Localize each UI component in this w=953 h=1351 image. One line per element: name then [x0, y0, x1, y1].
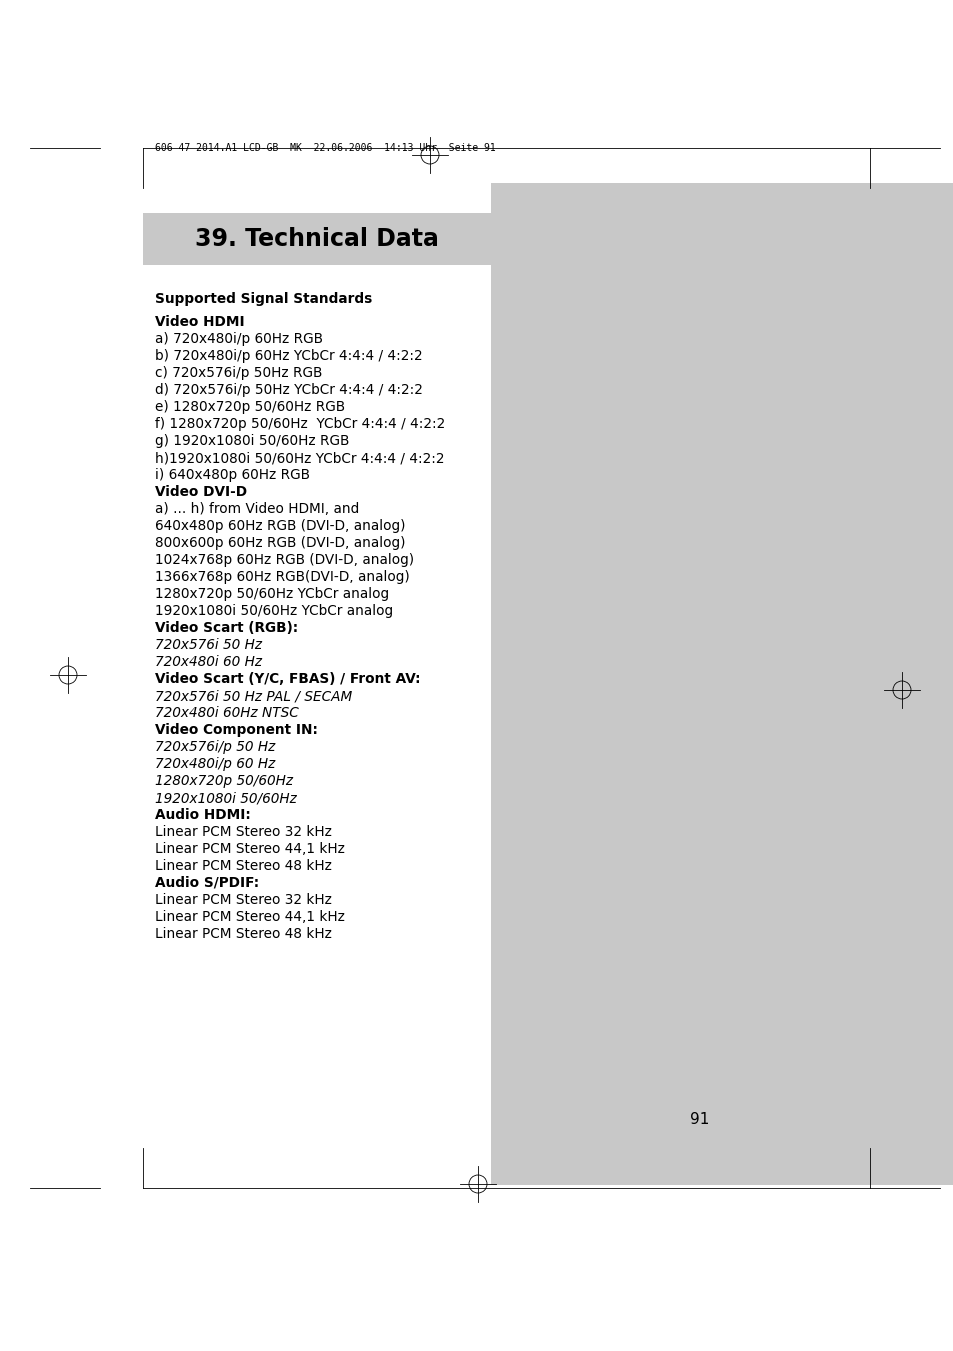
Text: g) 1920x1080i 50/60Hz RGB: g) 1920x1080i 50/60Hz RGB: [154, 434, 349, 449]
Text: Linear PCM Stereo 44,1 kHz: Linear PCM Stereo 44,1 kHz: [154, 842, 345, 857]
Text: i) 640x480p 60Hz RGB: i) 640x480p 60Hz RGB: [154, 467, 310, 482]
Text: 1280x720p 50/60Hz: 1280x720p 50/60Hz: [154, 774, 293, 788]
Bar: [491, 182, 953, 1185]
Text: 1280x720p 50/60Hz YCbCr analog: 1280x720p 50/60Hz YCbCr analog: [154, 586, 389, 601]
Text: b) 720x480i/p 60Hz YCbCr 4:4:4 / 4:2:2: b) 720x480i/p 60Hz YCbCr 4:4:4 / 4:2:2: [154, 349, 422, 363]
Text: h)1920x1080i 50/60Hz YCbCr 4:4:4 / 4:2:2: h)1920x1080i 50/60Hz YCbCr 4:4:4 / 4:2:2: [154, 451, 444, 465]
Text: Audio S/PDIF:: Audio S/PDIF:: [154, 875, 259, 890]
Bar: [143, 213, 491, 265]
Text: 1920x1080i 50/60Hz: 1920x1080i 50/60Hz: [154, 790, 296, 805]
Text: Linear PCM Stereo 32 kHz: Linear PCM Stereo 32 kHz: [154, 825, 332, 839]
Text: 1024x768p 60Hz RGB (DVI-D, analog): 1024x768p 60Hz RGB (DVI-D, analog): [154, 553, 414, 567]
Text: 720x576i 50 Hz: 720x576i 50 Hz: [154, 638, 262, 653]
Text: Linear PCM Stereo 48 kHz: Linear PCM Stereo 48 kHz: [154, 927, 332, 942]
Text: 720x576i/p 50 Hz: 720x576i/p 50 Hz: [154, 740, 275, 754]
Text: Linear PCM Stereo 44,1 kHz: Linear PCM Stereo 44,1 kHz: [154, 911, 345, 924]
Text: 39. Technical Data: 39. Technical Data: [194, 227, 438, 251]
Text: Supported Signal Standards: Supported Signal Standards: [154, 292, 372, 305]
Text: Linear PCM Stereo 32 kHz: Linear PCM Stereo 32 kHz: [154, 893, 332, 907]
Text: 1366x768p 60Hz RGB(DVI-D, analog): 1366x768p 60Hz RGB(DVI-D, analog): [154, 570, 410, 584]
Text: 1920x1080i 50/60Hz YCbCr analog: 1920x1080i 50/60Hz YCbCr analog: [154, 604, 393, 617]
Text: Video Scart (RGB):: Video Scart (RGB):: [154, 621, 297, 635]
Text: 720x480i/p 60 Hz: 720x480i/p 60 Hz: [154, 757, 275, 771]
Text: 606 47 2014.A1 LCD-GB  MK  22.06.2006  14:13 Uhr  Seite 91: 606 47 2014.A1 LCD-GB MK 22.06.2006 14:1…: [154, 143, 496, 153]
Text: e) 1280x720p 50/60Hz RGB: e) 1280x720p 50/60Hz RGB: [154, 400, 345, 413]
Text: f) 1280x720p 50/60Hz  YCbCr 4:4:4 / 4:2:2: f) 1280x720p 50/60Hz YCbCr 4:4:4 / 4:2:2: [154, 417, 445, 431]
Text: 91: 91: [690, 1112, 709, 1128]
Text: Video DVI-D: Video DVI-D: [154, 485, 247, 499]
Text: a) ... h) from Video HDMI, and: a) ... h) from Video HDMI, and: [154, 503, 359, 516]
Text: 720x480i 60 Hz: 720x480i 60 Hz: [154, 655, 262, 669]
Text: 720x480i 60Hz NTSC: 720x480i 60Hz NTSC: [154, 707, 298, 720]
Text: Video Scart (Y/C, FBAS) / Front AV:: Video Scart (Y/C, FBAS) / Front AV:: [154, 671, 420, 686]
Text: 800x600p 60Hz RGB (DVI-D, analog): 800x600p 60Hz RGB (DVI-D, analog): [154, 536, 405, 550]
Text: Linear PCM Stereo 48 kHz: Linear PCM Stereo 48 kHz: [154, 859, 332, 873]
Text: 720x576i 50 Hz PAL / SECAM: 720x576i 50 Hz PAL / SECAM: [154, 689, 352, 703]
Text: Audio HDMI:: Audio HDMI:: [154, 808, 251, 821]
Text: Video HDMI: Video HDMI: [154, 315, 244, 330]
Text: a) 720x480i/p 60Hz RGB: a) 720x480i/p 60Hz RGB: [154, 332, 323, 346]
Text: d) 720x576i/p 50Hz YCbCr 4:4:4 / 4:2:2: d) 720x576i/p 50Hz YCbCr 4:4:4 / 4:2:2: [154, 382, 422, 397]
Text: 640x480p 60Hz RGB (DVI-D, analog): 640x480p 60Hz RGB (DVI-D, analog): [154, 519, 405, 534]
Text: Video Component IN:: Video Component IN:: [154, 723, 317, 738]
Text: c) 720x576i/p 50Hz RGB: c) 720x576i/p 50Hz RGB: [154, 366, 322, 380]
